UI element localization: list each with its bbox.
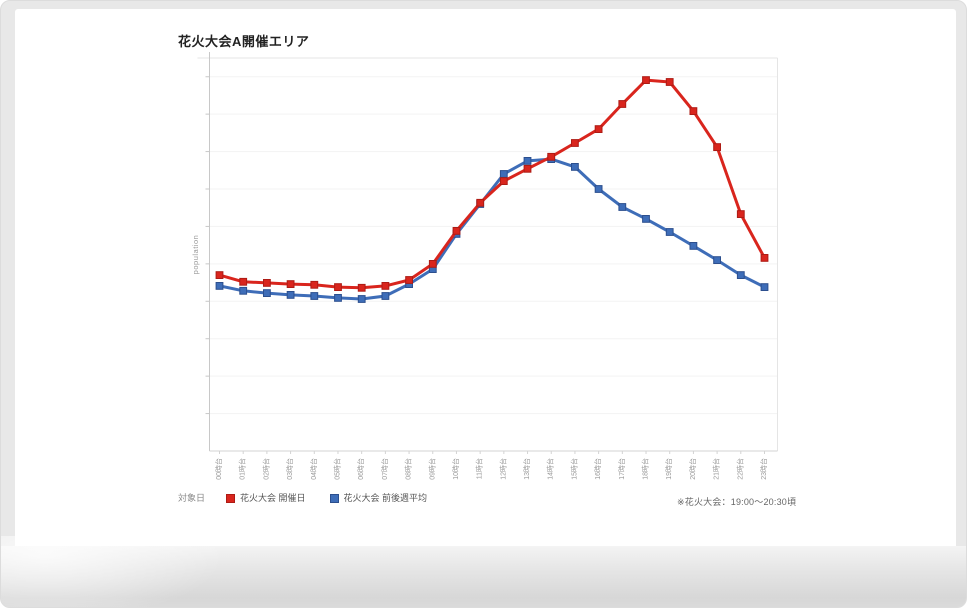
x-axis-label: 21時台 [712, 458, 721, 480]
festival-day-marker [713, 143, 722, 151]
festival-day-marker [452, 227, 461, 235]
weekly-average-marker [665, 228, 674, 236]
x-axis-label: 19時台 [664, 458, 673, 480]
festival-day-marker [499, 177, 508, 185]
report-card: 花火大会A開催エリア 00時台 01時台 02時台 03時台 04時台 05時台 06時台 0… [15, 9, 956, 546]
x-axis-label: 23時台 [759, 458, 768, 480]
festival-day-marker [523, 164, 532, 173]
festival-day-marker [286, 280, 295, 289]
chart-title: 花火大会A開催エリア [178, 34, 310, 49]
weekly-average-marker [215, 282, 224, 290]
x-axis-label: 17時台 [617, 458, 626, 480]
festival-day-marker [665, 78, 674, 86]
legend-label-festival-day: 花火大会 開催日 [240, 493, 306, 503]
x-axis-label: 06時台 [356, 458, 365, 480]
x-axis-label: 18時台 [641, 458, 650, 480]
x-axis-label: 14時台 [546, 458, 555, 480]
x-axis-label: 12時台 [498, 458, 507, 480]
x-axis-label: 05時台 [332, 458, 341, 480]
festival-day-marker [689, 107, 698, 115]
chart-legend: 対象日 花火大会 開催日 花火大会 前後週平均 [178, 493, 451, 504]
x-axis-label: 22時台 [735, 458, 744, 480]
weekly-average-marker [239, 286, 248, 295]
festival-day-marker [618, 100, 627, 108]
x-axis-label: 07時台 [380, 458, 389, 480]
x-axis-label: 13時台 [522, 458, 531, 480]
weekly-average-marker [618, 203, 627, 211]
weekly-average-marker [263, 289, 271, 298]
weekly-average-marker [381, 292, 390, 300]
x-axis-label: 09時台 [427, 458, 436, 480]
festival-day-marker [215, 271, 224, 280]
weekly-average-marker [571, 163, 579, 171]
x-axis-label: 08時台 [404, 458, 413, 480]
festival-day-marker [263, 279, 271, 287]
festival-day-series-line [218, 78, 766, 290]
weekly-average-marker [334, 294, 342, 302]
festival-day-marker [310, 280, 319, 289]
festival-day-marker [428, 260, 437, 268]
legend-item-festival-day: 花火大会 開催日 [226, 493, 306, 504]
festival-time-note: ※花火大会：19:00～20:30頃 [677, 497, 797, 507]
x-axis-label: 11時台 [475, 458, 484, 479]
x-axis-label: 10時台 [451, 458, 460, 480]
legend-label-weekly-average: 花火大会 前後週平均 [343, 493, 428, 503]
weekly-average-marker [357, 295, 366, 303]
weekly-average-marker [642, 215, 650, 223]
y-axis-title: population [191, 235, 200, 275]
weekly-average-marker [286, 291, 295, 299]
x-axis-label: 03時台 [285, 458, 294, 480]
festival-day-marker [736, 210, 745, 218]
festival-day-marker [239, 277, 248, 286]
red-series-swatch [226, 494, 236, 503]
weekly-average-marker [310, 292, 319, 300]
line-chart: 00時台 01時台 02時台 03時台 04時台 05時台 06時台 07時台 08時台 09時台… [191, 52, 778, 480]
weekly-average-marker [689, 242, 698, 250]
festival-day-marker [381, 282, 390, 290]
festival-day-marker [357, 283, 366, 292]
festival-day-marker [760, 254, 769, 262]
weekly-average-marker [523, 157, 532, 165]
bottom-gradient-strip [1, 536, 966, 607]
x-axis-label: 01時台 [238, 458, 247, 480]
blue-series-swatch [329, 494, 339, 503]
festival-day-marker [571, 139, 579, 147]
festival-day-marker [334, 283, 342, 292]
x-axis-label: 04時台 [309, 458, 318, 480]
x-axis-label: 02時台 [261, 458, 270, 480]
weekly-average-marker [594, 185, 603, 193]
festival-day-marker [476, 198, 485, 207]
weekly-average-marker [736, 271, 745, 280]
festival-day-marker [642, 76, 650, 84]
legend-caption: 対象日 [178, 493, 206, 503]
festival-day-marker [547, 152, 556, 161]
weekly-average-series-line [218, 157, 766, 301]
weekly-average-marker [760, 283, 769, 292]
festival-day-marker [405, 276, 414, 284]
legend-item-weekly-average: 花火大会 前後週平均 [329, 493, 428, 504]
x-axis-label: 00時台 [214, 458, 223, 480]
x-axis-label: 20時台 [688, 458, 697, 480]
weekly-average-marker [499, 170, 508, 178]
weekly-average-marker [713, 256, 722, 264]
x-axis-label: 15時台 [569, 458, 578, 480]
festival-day-marker [594, 125, 603, 133]
x-axis-label: 16時台 [593, 458, 602, 480]
